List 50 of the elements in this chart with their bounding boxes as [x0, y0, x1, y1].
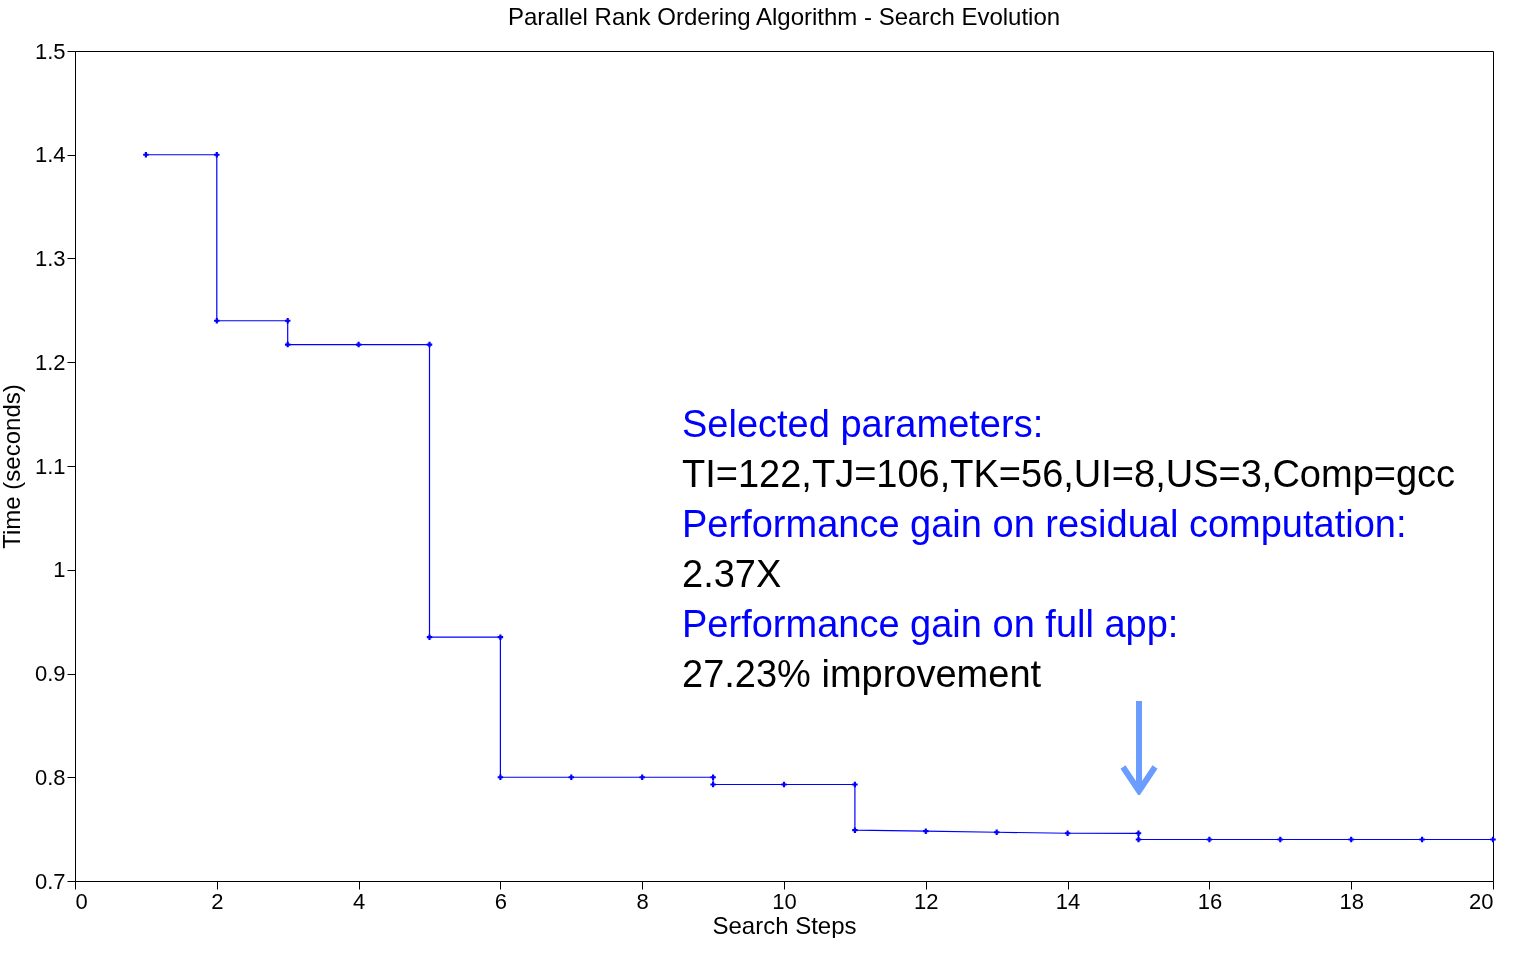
y-tick-label: 0.9 — [34, 661, 66, 686]
x-axis-title: Search Steps — [712, 911, 857, 939]
x-tick-label: 0 — [75, 888, 88, 914]
annotation: Performance gain on full app: — [682, 603, 1179, 645]
point — [1348, 836, 1354, 843]
point — [214, 152, 220, 158]
x-tick-label: 2 — [211, 888, 224, 914]
point — [923, 828, 929, 834]
y-tick-label: 1.2 — [34, 349, 66, 375]
chart-title: Parallel Rank Ordering Algorithm - Search Evolution — [507, 3, 1061, 30]
point — [143, 152, 149, 158]
annotation: Selected parameters: — [682, 403, 1044, 445]
annotation: 2.37X — [682, 553, 782, 595]
x-tick-label: 20 — [1469, 888, 1494, 914]
y-tick-label: 1.5 — [34, 38, 66, 64]
x-tick-label: 4 — [352, 888, 366, 914]
x-tick-label: 16 — [1197, 888, 1223, 914]
y-tick-label: 0.7 — [34, 868, 66, 894]
y-tick-label: 1.1 — [34, 453, 66, 479]
point — [1277, 836, 1284, 843]
x-tick-label: 6 — [494, 888, 508, 914]
y-tick-label: 1.4 — [34, 142, 66, 168]
y-tick-label: 1.3 — [34, 246, 66, 271]
point — [497, 634, 504, 640]
point — [993, 829, 1000, 835]
point — [426, 341, 433, 348]
x-tick-label: 8 — [636, 888, 649, 914]
point — [781, 781, 787, 788]
point — [1206, 836, 1213, 843]
x-tick-label: 12 — [914, 888, 939, 914]
point — [426, 634, 433, 640]
point — [1419, 836, 1425, 843]
point — [710, 774, 716, 780]
point — [214, 318, 220, 324]
x-tick-label: 18 — [1339, 888, 1364, 914]
y-tick-label: 1 — [53, 557, 66, 583]
x-tick-label: 10 — [772, 888, 797, 914]
point — [1135, 830, 1142, 837]
point — [639, 774, 645, 780]
annotation: Performance gain on residual computation: — [682, 503, 1407, 545]
y-axis-title: Time (seconds) — [0, 384, 25, 549]
point — [852, 827, 858, 833]
x-tick-label: 14 — [1055, 888, 1081, 914]
annotation: TI=122,TJ=106,TK=56,UI=8,US=3,Comp=gcc — [682, 453, 1456, 495]
point — [710, 781, 716, 788]
point — [1135, 836, 1142, 843]
point — [852, 781, 858, 788]
annotation: 27.23% improvement — [682, 653, 1042, 695]
point — [1490, 836, 1496, 843]
y-tick-label: 0.8 — [34, 764, 66, 790]
